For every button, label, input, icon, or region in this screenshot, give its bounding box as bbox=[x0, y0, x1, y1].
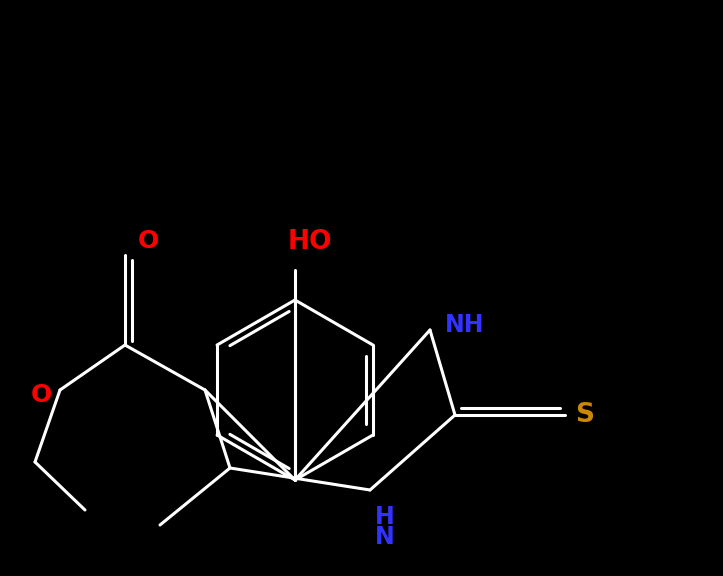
Text: N: N bbox=[375, 525, 395, 549]
Text: H: H bbox=[375, 505, 395, 529]
Text: HO: HO bbox=[288, 229, 333, 255]
Text: NH: NH bbox=[445, 313, 484, 337]
Text: S: S bbox=[575, 402, 594, 428]
Text: O: O bbox=[138, 229, 159, 253]
Text: O: O bbox=[31, 383, 52, 407]
